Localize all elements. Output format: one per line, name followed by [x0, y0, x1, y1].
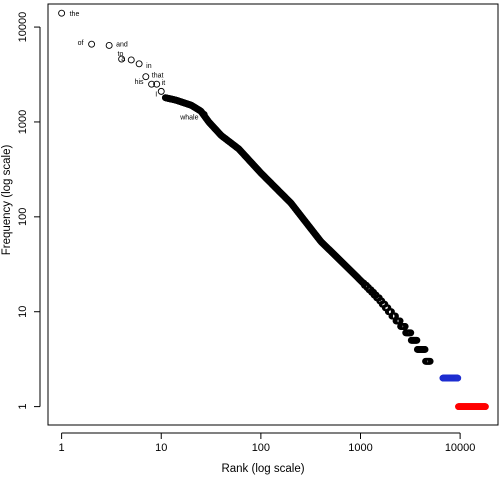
x-axis-title: Rank (log scale) — [221, 463, 304, 475]
word-label: that — [152, 73, 164, 80]
word-point — [148, 80, 156, 88]
y-axis-title: Frequency (log scale) — [1, 145, 13, 256]
word-point — [118, 55, 126, 63]
word-point — [127, 56, 135, 64]
word-label: to — [118, 51, 124, 58]
x-tick-label: 10000 — [445, 442, 476, 454]
word-label: a — [121, 56, 125, 63]
data-point — [413, 336, 421, 344]
word-label: of — [78, 40, 84, 47]
tail-point — [482, 403, 489, 410]
word-label: in — [146, 63, 152, 70]
y-axis: 1 10 100 1000 10000 — [17, 12, 41, 410]
word-point — [142, 73, 150, 81]
data-point — [426, 357, 434, 365]
word-label: I — [155, 91, 157, 98]
word-label: and — [116, 41, 128, 48]
word-point — [105, 42, 113, 49]
y-tick-label: 1000 — [17, 110, 29, 134]
word-label: it — [162, 80, 166, 87]
word-label: the — [70, 11, 80, 18]
word-label: whale — [179, 114, 198, 121]
word-point — [153, 80, 161, 88]
y-tick-label: 10000 — [17, 12, 29, 43]
y-tick-label: 100 — [17, 208, 29, 226]
word-point — [157, 87, 165, 95]
x-tick-label: 10 — [155, 442, 167, 454]
x-tick-label: 1 — [59, 442, 65, 454]
x-axis: 1 10 100 1000 10000 — [59, 432, 476, 454]
y-tick-label: 1 — [17, 404, 29, 410]
data-point — [421, 346, 429, 353]
word-point — [135, 60, 143, 68]
word-point — [88, 40, 96, 48]
tail-point — [454, 374, 462, 382]
data-points — [58, 9, 489, 410]
x-tick-label: 1000 — [348, 442, 372, 454]
y-tick-label: 10 — [17, 306, 29, 318]
word-point — [58, 9, 66, 17]
x-tick-label: 100 — [252, 442, 270, 454]
data-point — [407, 329, 415, 337]
word-label: his — [135, 79, 144, 86]
plot-frame — [47, 3, 499, 426]
